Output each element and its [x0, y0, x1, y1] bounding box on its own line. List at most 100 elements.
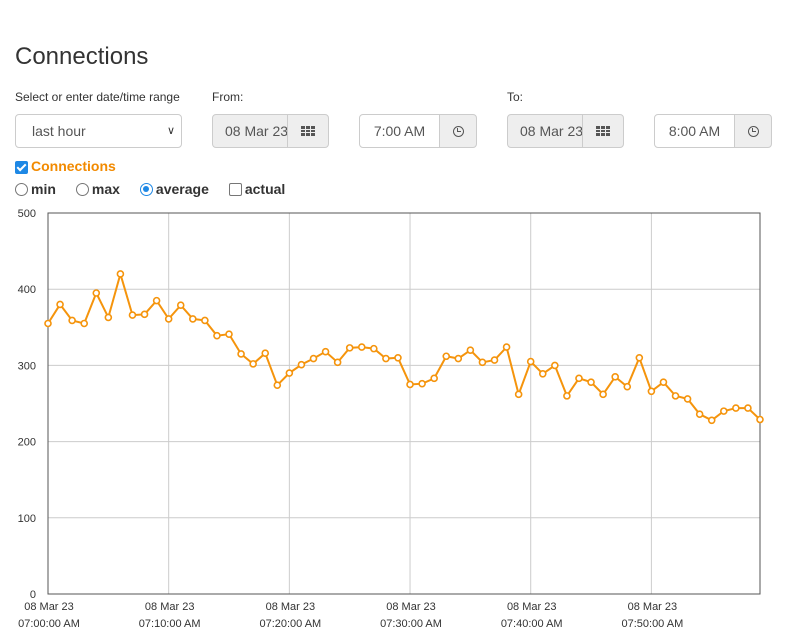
data-point — [80, 319, 89, 328]
from-date-picker-button[interactable] — [287, 114, 329, 148]
page-title: Connections — [15, 43, 149, 70]
data-point — [490, 356, 499, 364]
data-point — [671, 392, 680, 400]
actual-checkbox[interactable] — [228, 182, 242, 196]
data-point — [189, 315, 197, 323]
y-tick-label: 0 — [30, 589, 36, 601]
connections-chart: 0 100 200 300 400 500 08 Mar 23 07:00:00 AM 08 M… — [18, 208, 764, 630]
plot-frame — [47, 212, 761, 595]
data-point — [502, 343, 511, 351]
series-line-connections — [47, 270, 761, 422]
data-point — [164, 315, 173, 323]
data-point — [732, 404, 740, 412]
data-point — [744, 404, 752, 412]
from-time-input[interactable]: 7:00 AM — [359, 114, 440, 148]
data-point — [756, 415, 764, 424]
to-label: To: — [507, 90, 524, 104]
data-point — [225, 330, 233, 338]
data-point — [273, 381, 282, 390]
data-point — [707, 416, 716, 425]
data-point — [430, 374, 438, 383]
x-tick-label-time: 07:50:00 AM — [621, 618, 683, 630]
to-time-input[interactable]: 8:00 AM — [654, 114, 735, 148]
data-point — [116, 270, 125, 278]
data-point — [514, 390, 523, 399]
range-select[interactable]: last hour ∨ — [15, 114, 182, 148]
y-tick-label: 400 — [18, 284, 36, 296]
to-time-picker-button[interactable] — [734, 114, 772, 148]
data-point — [635, 353, 644, 362]
x-tick-label-time: 07:10:00 AM — [139, 618, 201, 630]
data-point — [575, 374, 583, 383]
aggregation-options: min max average actual — [15, 181, 285, 197]
data-point — [418, 379, 426, 388]
data-point — [394, 353, 402, 362]
data-point — [128, 311, 137, 319]
data-point — [719, 407, 728, 415]
chevron-down-icon: ∨ — [166, 125, 175, 137]
x-tick-label-date: 08 Mar 23 — [386, 601, 436, 613]
from-date-input[interactable]: 08 Mar 23 — [212, 114, 288, 148]
data-point — [140, 310, 149, 319]
data-point — [237, 350, 245, 358]
data-point — [56, 300, 64, 309]
x-tick-label-date: 08 Mar 23 — [266, 601, 316, 613]
data-point — [249, 360, 257, 368]
data-point — [599, 390, 607, 399]
data-point — [442, 352, 451, 361]
x-tick-label-time: 07:30:00 AM — [380, 618, 442, 630]
from-time-picker-button[interactable] — [439, 114, 477, 148]
average-label: average — [155, 181, 209, 197]
range-select-value: last hour — [32, 123, 86, 139]
y-tick-label: 100 — [18, 513, 36, 525]
data-point — [44, 319, 52, 328]
data-point — [285, 369, 294, 377]
data-point — [357, 343, 366, 351]
calendar-grid-icon — [596, 126, 610, 137]
connections-checkbox-label: Connections — [31, 158, 116, 174]
x-tick-label-time: 07:40:00 AM — [501, 618, 563, 630]
data-point — [695, 410, 704, 418]
data-point — [104, 313, 113, 322]
actual-option[interactable]: actual — [228, 181, 286, 197]
max-radio[interactable] — [75, 182, 89, 196]
clock-icon — [747, 125, 759, 137]
min-option[interactable]: min — [15, 181, 56, 197]
connections-series-toggle[interactable]: Connections — [15, 158, 116, 174]
x-tick-label-date: 08 Mar 23 — [145, 601, 195, 613]
min-label: min — [31, 181, 56, 197]
y-tick-label: 200 — [18, 437, 36, 449]
data-point — [683, 395, 692, 403]
data-point — [321, 347, 330, 356]
data-point — [297, 360, 306, 369]
average-option[interactable]: average — [139, 181, 209, 197]
data-point — [647, 387, 656, 396]
average-radio[interactable] — [139, 182, 153, 196]
data-point — [526, 357, 535, 366]
y-tick-label: 300 — [18, 360, 36, 372]
data-point — [92, 289, 101, 297]
data-point — [382, 354, 390, 363]
data-point — [551, 361, 559, 370]
data-point — [309, 354, 318, 363]
to-date-picker-button[interactable] — [582, 114, 624, 148]
data-point — [611, 373, 619, 381]
x-tick-label-time: 07:00:00 AM — [18, 618, 80, 630]
data-point — [370, 344, 378, 353]
x-tick-label-date: 08 Mar 23 — [24, 601, 74, 613]
data-point — [201, 316, 209, 325]
data-point — [454, 354, 463, 363]
y-tick-label: 500 — [18, 208, 36, 220]
range-label: Select or enter date/time range — [15, 90, 180, 104]
min-radio[interactable] — [15, 182, 28, 196]
x-tick-label-date: 08 Mar 23 — [628, 601, 678, 613]
data-point — [333, 358, 342, 367]
x-tick-label-date: 08 Mar 23 — [507, 601, 557, 613]
actual-label: actual — [244, 181, 286, 197]
max-option[interactable]: max — [75, 181, 120, 197]
connections-checkbox[interactable] — [15, 161, 28, 174]
data-point — [406, 380, 414, 389]
data-point — [563, 392, 571, 400]
data-point — [659, 378, 668, 386]
to-date-input[interactable]: 08 Mar 23 — [507, 114, 583, 148]
